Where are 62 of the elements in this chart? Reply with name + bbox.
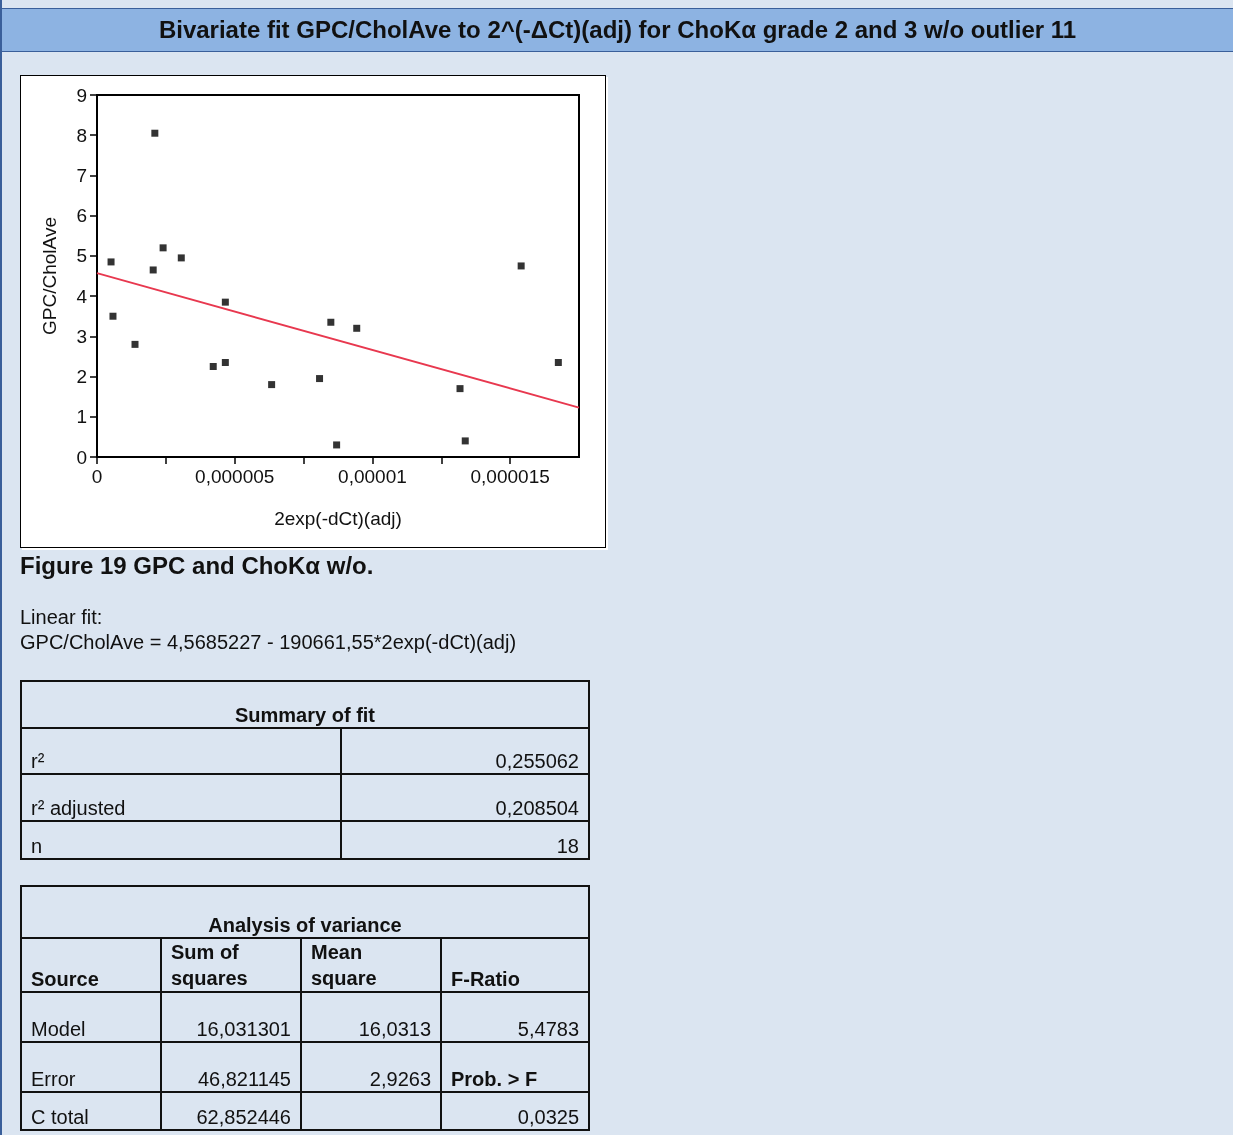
point: [268, 381, 276, 389]
text: C total: [21, 1092, 161, 1130]
y-tick-label: 1: [76, 406, 87, 428]
text: Sum of squares: [161, 938, 301, 992]
point: [221, 298, 229, 306]
text: Model: [21, 992, 161, 1042]
text: 46,821145: [161, 1042, 301, 1092]
text: Analysis of variance: [21, 886, 589, 938]
text: r²: [21, 728, 341, 774]
text: F-Ratio: [441, 938, 589, 992]
y-tick-label: 6: [76, 205, 87, 227]
point: [333, 441, 341, 449]
point: [151, 129, 159, 137]
point: [107, 258, 115, 266]
text: Summary of fit: [21, 681, 589, 728]
text: 0,255062: [341, 728, 589, 774]
point: [149, 266, 157, 274]
text: n: [21, 821, 341, 859]
point: [554, 358, 562, 366]
y-tick-label: 8: [76, 124, 87, 146]
point: [109, 312, 117, 320]
point: [131, 340, 139, 348]
caption: Figure 19 GPC and ChoKα w/o.: [20, 552, 374, 580]
point: [517, 262, 525, 270]
y-tick-label: 3: [76, 325, 87, 347]
point: [316, 375, 324, 383]
text: 0,208504: [341, 774, 589, 821]
text: 0,0325: [441, 1092, 589, 1130]
text: 2,9263: [301, 1042, 441, 1092]
y-tick-label: 9: [76, 84, 87, 106]
text: Mean square: [301, 938, 441, 992]
point: [353, 324, 361, 332]
text: r² adjusted: [21, 774, 341, 821]
x-tick-label: 0: [91, 466, 103, 487]
point: [456, 385, 464, 393]
point: [461, 437, 469, 445]
x-tick-label: 0,000005: [195, 466, 275, 487]
text: Prob. > F: [441, 1042, 589, 1092]
point: [177, 254, 185, 262]
text: GPC/CholAve = 4,5685227 - 190661,55*2exp(-dCt)(adj): [20, 631, 517, 654]
point: [209, 363, 217, 370]
chart-title: Bivariate fit GPC/CholAve to 2^(-ΔCt)(adj) for ChoKα grade 2 and 3 w/o outlier 11: [2, 8, 1233, 52]
text: Linear fit:: [20, 606, 103, 629]
y-tick-label: 7: [76, 164, 87, 186]
y-tick-label: 2: [76, 366, 87, 388]
point: [327, 318, 335, 326]
text: 5,4783: [441, 992, 589, 1042]
point: [221, 358, 229, 366]
text: 18: [341, 821, 589, 859]
y-tick-label: 0: [76, 446, 87, 468]
y-tick-label: 5: [76, 245, 87, 267]
y-axis-title: GPC/CholAve: [39, 217, 60, 335]
text: 16,0313: [301, 992, 441, 1042]
text: 16,031301: [161, 992, 301, 1042]
x-axis-title: 2exp(-dCt)(adj): [274, 508, 402, 529]
point: [159, 244, 167, 252]
x-tick-label: 0,000015: [470, 466, 550, 487]
y-tick-label: 4: [76, 285, 88, 307]
text: 62,852446: [161, 1092, 301, 1130]
x-tick-label: 0,00001: [338, 466, 407, 487]
text: Error: [21, 1042, 161, 1092]
text: Source: [21, 938, 161, 992]
